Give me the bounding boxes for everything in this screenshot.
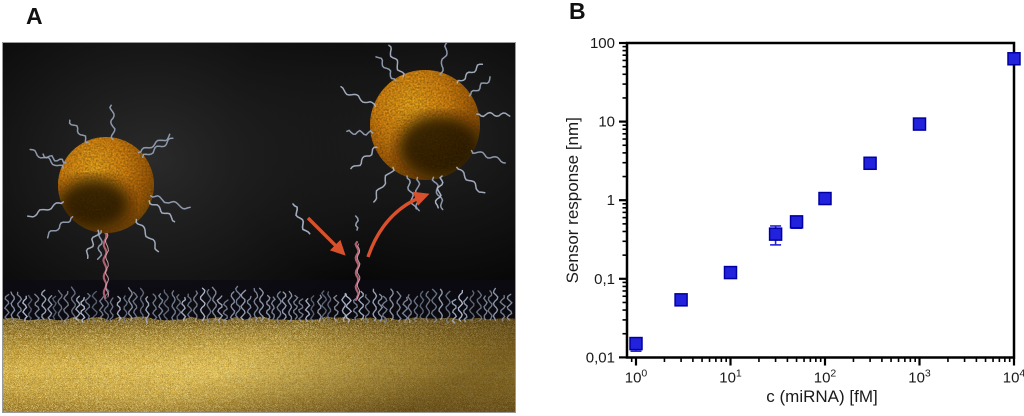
dna-brush-layer <box>3 285 513 324</box>
data-point <box>674 293 688 307</box>
y-tick-label: 0,1 <box>594 271 615 288</box>
data-point <box>768 227 783 241</box>
panel-b-label: B <box>569 0 586 24</box>
y-tick-label: 1 <box>607 192 615 209</box>
gold-surface <box>2 316 516 413</box>
panel-a-label: A <box>26 3 43 29</box>
x-tick-label: 104 <box>1003 368 1024 387</box>
nanoparticle-right <box>370 70 480 180</box>
axes <box>619 41 1016 366</box>
sensor-response-chart: 100 101 102 103 104 0,01 0,1 1 10 100 Sensor respo… <box>563 35 1024 406</box>
x-tick-label: 101 <box>719 368 742 387</box>
data-point <box>723 265 738 280</box>
data-point <box>912 117 927 131</box>
y-tick-label: 100 <box>590 35 615 52</box>
hybridization-arrow-icon <box>306 216 346 256</box>
data-point <box>789 215 804 229</box>
x-tick-label: 100 <box>625 368 648 387</box>
y-tick-label: 0,01 <box>586 349 615 366</box>
data-point <box>1007 52 1021 66</box>
data-point <box>863 156 877 171</box>
x-tick-label: 102 <box>814 368 837 387</box>
release-arrow-icon <box>366 191 430 258</box>
nanoparticle-left <box>58 137 154 233</box>
tether-strands <box>102 215 361 302</box>
free-mirna-strand <box>292 203 311 235</box>
y-axis-label: Sensor response [nm] <box>563 117 582 283</box>
data-point <box>629 336 643 351</box>
panel-a-illustration <box>2 42 516 413</box>
nanoparticle-left-dna-strands <box>26 104 191 260</box>
panel-a-border <box>2 42 516 413</box>
y-tick-label: 10 <box>598 114 615 131</box>
scatter-series <box>629 52 1021 352</box>
brush-region-shade <box>2 280 516 322</box>
plot-frame <box>625 41 1016 359</box>
x-axis-label: c (miRNA) [fM] <box>766 387 877 406</box>
x-tick-label: 103 <box>908 368 931 387</box>
data-point <box>818 191 832 206</box>
